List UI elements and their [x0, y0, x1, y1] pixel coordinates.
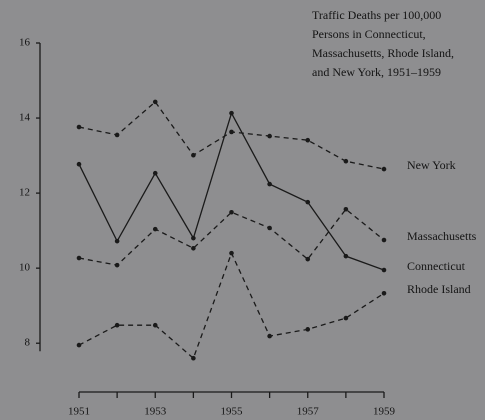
data-point: [191, 152, 196, 158]
data-point: [229, 250, 234, 256]
data-point: [191, 245, 196, 251]
x-tick-label: 1955: [221, 406, 244, 418]
x-tick-label: 1951: [68, 406, 90, 418]
data-point: [229, 129, 234, 135]
data-point: [114, 132, 120, 138]
data-point: [381, 237, 387, 243]
data-point: [381, 291, 387, 296]
data-point: [76, 161, 82, 167]
data-point: [267, 181, 272, 187]
data-point: [229, 110, 234, 116]
data-point: [114, 238, 120, 244]
data-point: [267, 133, 272, 139]
series-label: Rhode Island: [407, 282, 471, 296]
data-point: [229, 209, 234, 215]
data-point: [152, 99, 158, 105]
data-point: [381, 267, 387, 273]
series-label: Massachusetts: [407, 229, 477, 243]
y-tick-label: 12: [19, 187, 30, 199]
series-line: [78, 251, 385, 360]
data-point: [152, 170, 158, 176]
chart-title: and New York, 1951–1959: [312, 65, 441, 79]
data-point: [343, 206, 349, 212]
data-point: [343, 315, 349, 321]
x-tick-label: 1959: [373, 406, 396, 418]
data-point: [76, 124, 82, 130]
data-point: [267, 225, 272, 231]
data-point: [76, 342, 82, 348]
data-point: [114, 322, 120, 328]
x-tick-label: 1953: [144, 406, 167, 418]
chart-title: Massachusetts, Rhode Island,: [312, 46, 454, 60]
data-point: [191, 235, 196, 241]
chart-title: Traffic Deaths per 100,000: [312, 8, 441, 22]
data-point: [267, 333, 272, 339]
x-tick-label: 1957: [297, 406, 320, 418]
data-point: [191, 355, 196, 361]
data-point: [305, 327, 311, 332]
data-point: [305, 137, 311, 143]
series-label: New York: [407, 158, 456, 172]
y-tick-label: 8: [25, 337, 31, 349]
data-point: [305, 199, 311, 205]
data-point: [343, 253, 349, 259]
data-point: [114, 262, 120, 268]
data-point: [76, 255, 82, 261]
y-tick-label: 16: [19, 37, 31, 49]
data-point: [152, 322, 158, 328]
y-tick-label: 10: [19, 262, 31, 274]
y-tick-label: 14: [19, 112, 31, 124]
data-point: [305, 256, 311, 262]
series-label: Connecticut: [407, 259, 466, 273]
data-point: [343, 158, 349, 164]
series-line: [78, 208, 385, 266]
chart-title: Persons in Connecticut,: [312, 27, 426, 41]
data-point: [152, 226, 158, 232]
series-line: [78, 111, 385, 271]
data-point: [381, 166, 387, 172]
